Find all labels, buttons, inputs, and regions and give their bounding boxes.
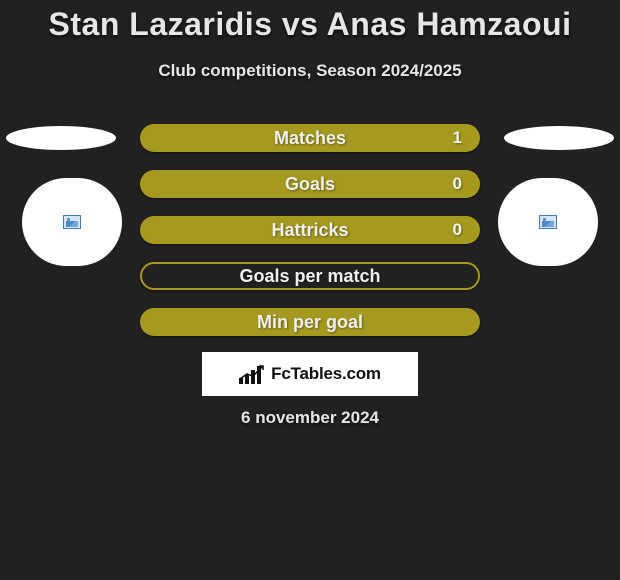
player-right-name: Anas Hamzaoui: [327, 6, 572, 42]
generated-date: 6 november 2024: [0, 408, 620, 428]
brand-trend-line-icon: [239, 364, 265, 384]
comparison-card: Stan Lazaridis vs Anas Hamzaoui Club com…: [0, 0, 620, 580]
stat-label: Matches: [274, 128, 346, 149]
stat-row-min-per-goal: Min per goal: [140, 308, 480, 336]
stat-row-matches: Matches 1: [140, 124, 480, 152]
brand-text: FcTables.com: [271, 364, 381, 384]
brand-chart-icon: [239, 364, 265, 384]
player-left-name: Stan Lazaridis: [49, 6, 273, 42]
stat-label: Goals per match: [239, 266, 380, 287]
vs-separator: vs: [282, 6, 319, 42]
subtitle: Club competitions, Season 2024/2025: [0, 61, 620, 81]
image-placeholder-icon: [63, 215, 81, 229]
stat-right-value: 1: [453, 128, 462, 148]
stat-row-hattricks: Hattricks 0: [140, 216, 480, 244]
stat-row-goals: Goals 0: [140, 170, 480, 198]
player-right-avatar: [498, 178, 598, 266]
stat-row-goals-per-match: Goals per match: [140, 262, 480, 290]
stat-label: Hattricks: [271, 220, 348, 241]
brand-link[interactable]: FcTables.com: [202, 352, 418, 396]
stat-right-value: 0: [453, 174, 462, 194]
left-decor-ellipse: [6, 126, 116, 150]
player-left-avatar: [22, 178, 122, 266]
stat-right-value: 0: [453, 220, 462, 240]
stat-label: Goals: [285, 174, 335, 195]
stats-table: Matches 1 Goals 0 Hattricks 0 Goals per …: [140, 124, 480, 354]
stat-label: Min per goal: [257, 312, 363, 333]
page-title: Stan Lazaridis vs Anas Hamzaoui: [0, 6, 620, 43]
image-placeholder-icon: [539, 215, 557, 229]
right-decor-ellipse: [504, 126, 614, 150]
